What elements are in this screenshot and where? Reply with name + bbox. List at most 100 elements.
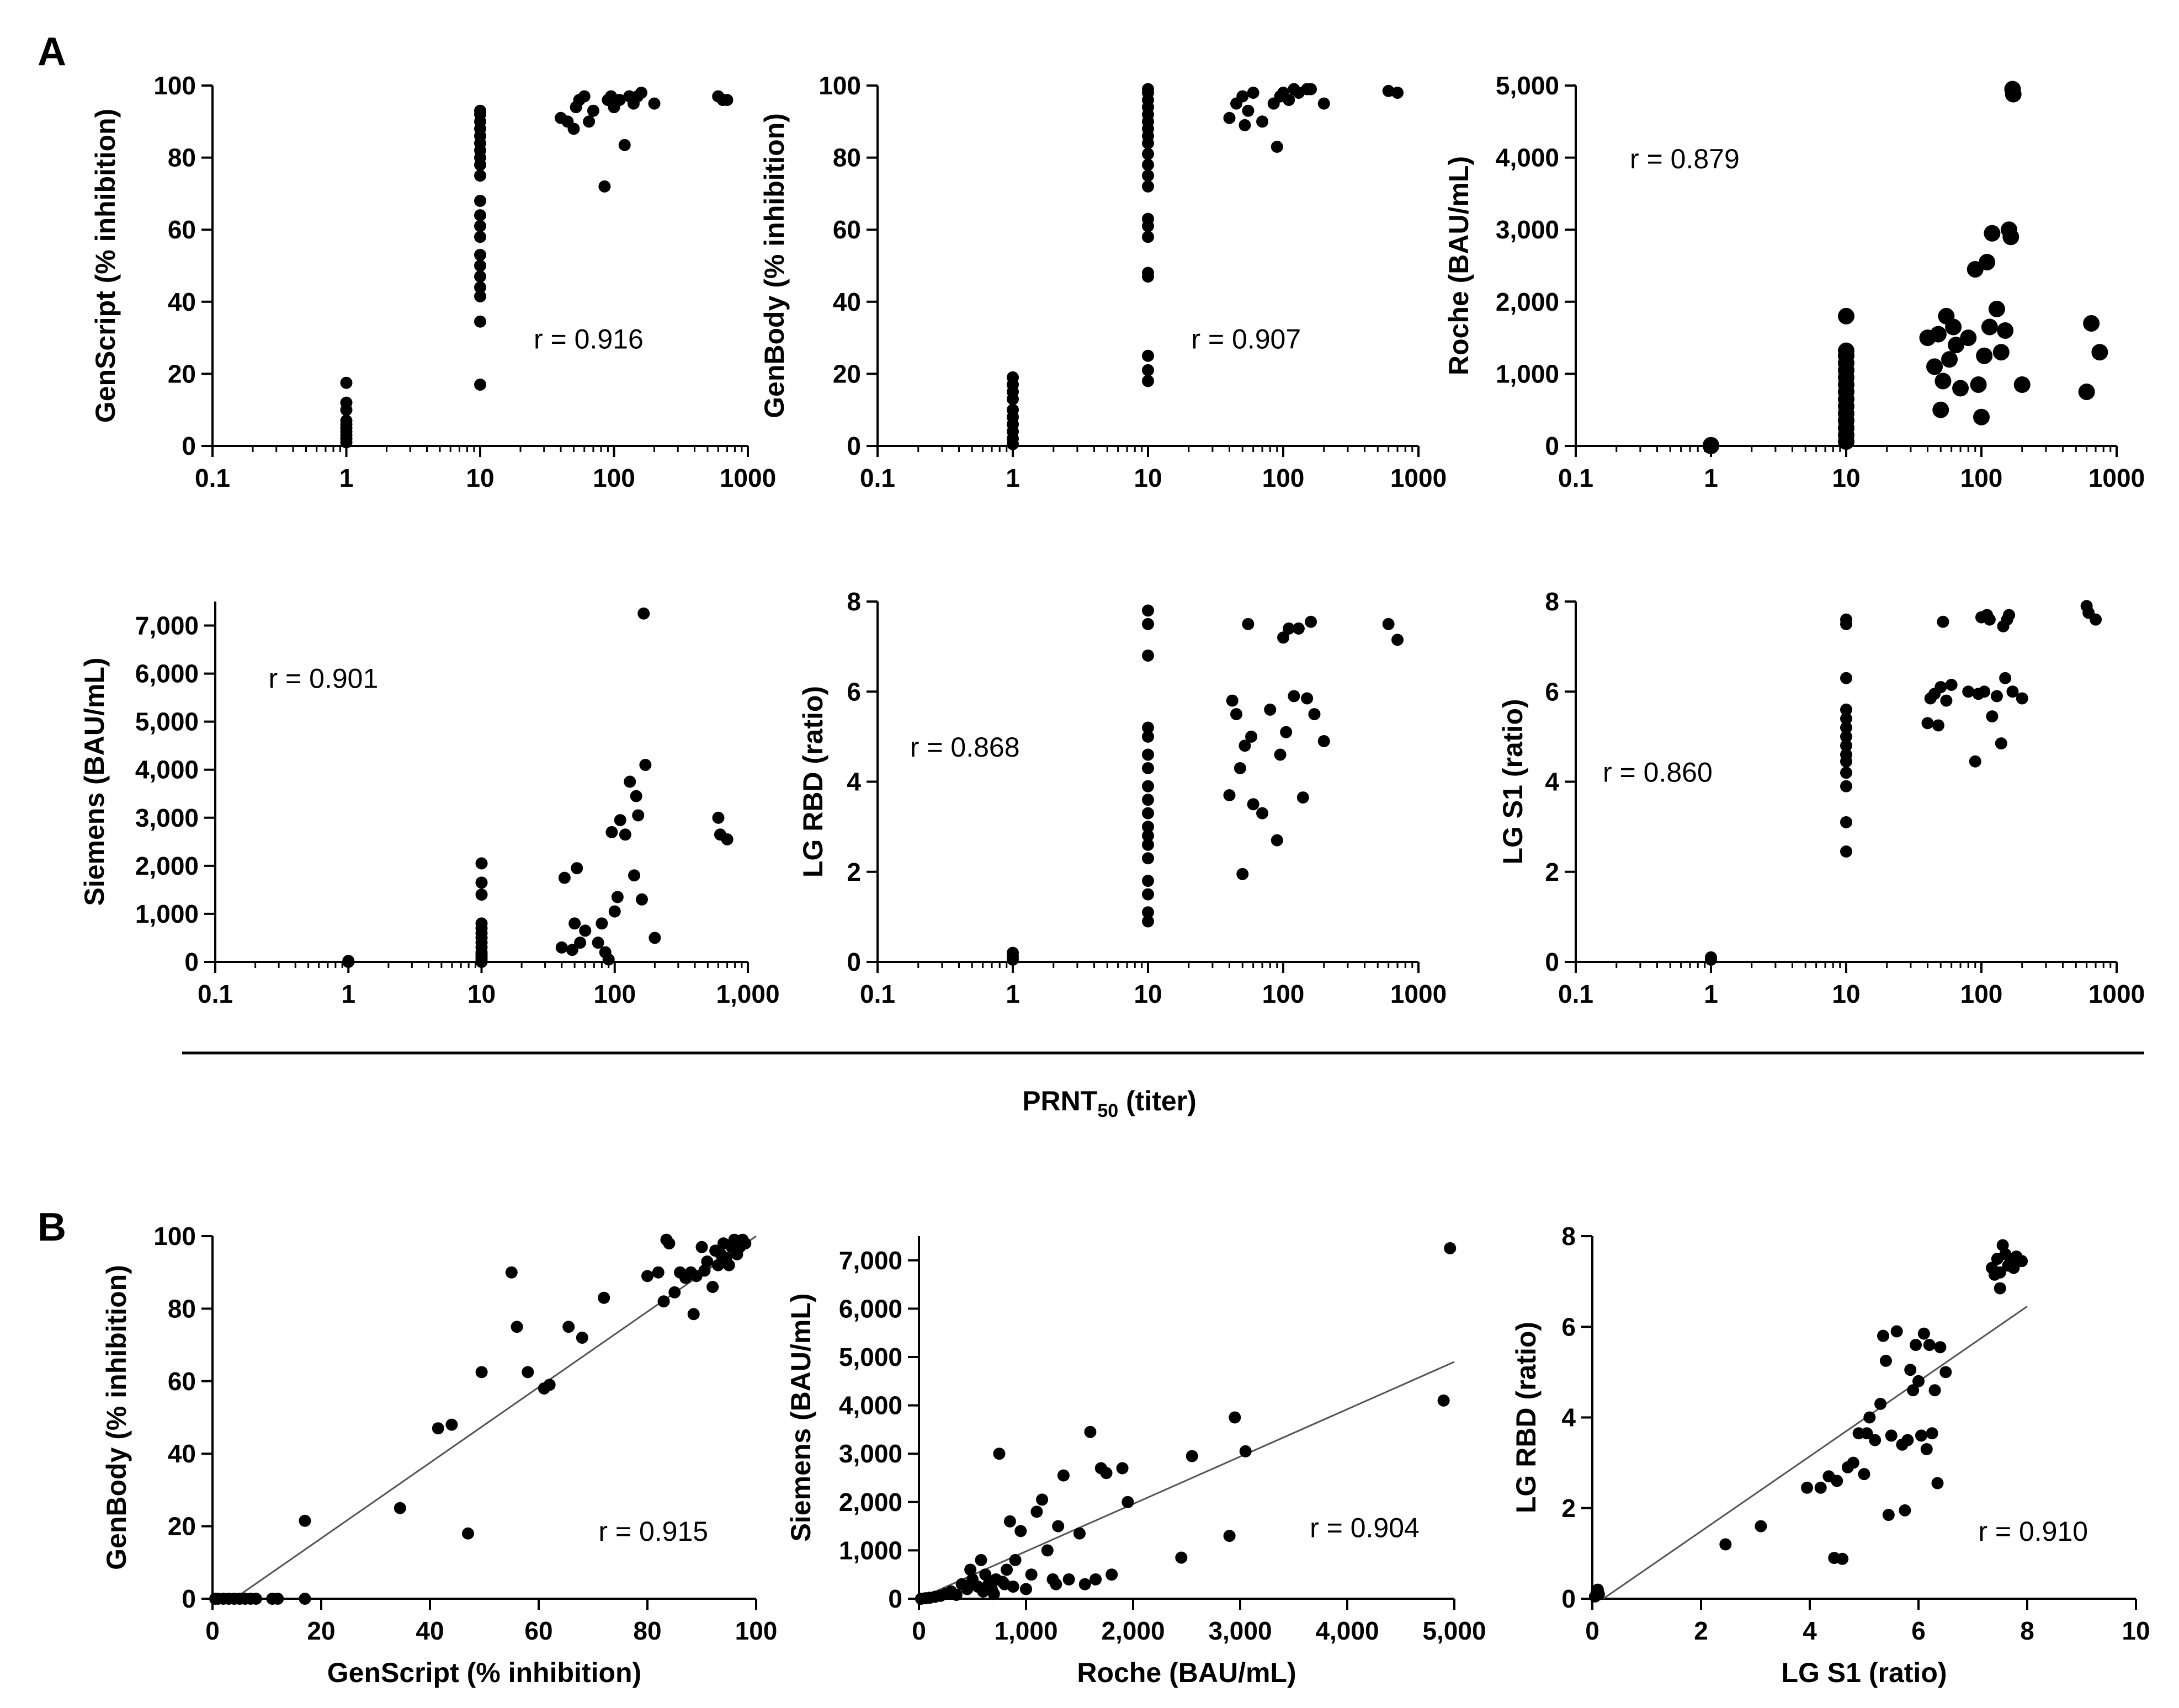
b1-data-point (394, 1502, 406, 1514)
a2-data-point (1317, 97, 1330, 110)
a5-data-point (1274, 748, 1287, 761)
a6-y-tick-label: 4 (1545, 768, 1559, 796)
b2-data-point (1106, 1568, 1118, 1581)
a5-data-point (1391, 634, 1404, 646)
b1-data-point (701, 1255, 714, 1268)
a3-x-tick-label: 1000 (2088, 464, 2145, 492)
a5-data-point (1277, 631, 1289, 644)
b1-data-point (652, 1266, 665, 1279)
a1-data-point (340, 396, 353, 409)
a3-data-point (1948, 337, 1965, 354)
a2-correlation-label: r = 0.907 (1191, 324, 1301, 355)
a5-data-point (1142, 829, 1154, 842)
b2-x-tick-label: 2,000 (1101, 1616, 1165, 1645)
a4-data-point (639, 759, 652, 771)
b2-y-tick-label: 3,000 (839, 1439, 902, 1468)
chart-a-lg-s1-vs-prnt: 0.1 1 10 100 1000 0 2 4 6 8 LG S1 (ratio) r = 0.860 (1497, 587, 2145, 1008)
a2-data-point (1007, 403, 1019, 416)
a3-y-tick-label: 2,000 (1496, 288, 1559, 316)
b3-y-tick-label: 2 (1561, 1494, 1576, 1523)
a3-data-point (1960, 329, 1977, 347)
b2-x-axis-title: Roche (BAU/mL) (1077, 1657, 1296, 1688)
a2-y-tick-label: 80 (833, 143, 861, 172)
a6-x-tick-label: 0.1 (1558, 980, 1593, 1008)
a2-x-tick-label: 1 (1006, 464, 1020, 492)
a6-data-point (1840, 672, 1852, 684)
b2-data-point (1036, 1493, 1049, 1506)
b3-regression-line (1602, 1306, 2028, 1600)
b2-data-point (1007, 1581, 1019, 1593)
a6-data-point (1962, 685, 1975, 698)
a6-data-point (2016, 692, 2028, 705)
b3-data-point (1858, 1468, 1870, 1481)
b2-x-tick-label: 3,000 (1208, 1616, 1272, 1645)
b3-data-point (1907, 1384, 1920, 1397)
b1-data-point (712, 1259, 725, 1271)
b3-x-tick-label: 4 (1803, 1616, 1817, 1645)
a1-data-point (474, 270, 486, 283)
a3-y-tick-label: 3,000 (1496, 215, 1559, 244)
b2-regression-line (918, 1361, 1455, 1600)
b3-x-tick-label: 0 (1585, 1616, 1599, 1645)
a3-x-tick-label: 10 (1832, 464, 1860, 492)
b2-y-tick-label: 0 (888, 1584, 902, 1613)
a6-data-point (1840, 739, 1852, 752)
a2-data-point (1142, 169, 1154, 182)
a3-data-point (1988, 300, 2005, 317)
a3-data-point (2013, 376, 2031, 393)
a3-data-point (1976, 347, 1993, 364)
a1-data-point (474, 315, 486, 328)
a3-data-point (1941, 351, 1958, 368)
a4-data-point (475, 857, 488, 870)
b3-data-point (1879, 1354, 1892, 1367)
a5-data-point (1234, 762, 1246, 775)
a1-data-point (567, 123, 580, 135)
a6-correlation-label: r = 0.860 (1603, 757, 1713, 788)
a1-y-tick-label: 100 (153, 71, 196, 100)
a4-data-point (630, 790, 642, 802)
a1-x-tick-label: 1000 (720, 464, 776, 492)
b1-data-point (641, 1270, 653, 1283)
b3-x-tick-label: 8 (2020, 1616, 2034, 1645)
a4-data-point (475, 888, 488, 901)
a4-y-tick-label: 1,000 (135, 900, 199, 928)
a5-y-tick-label: 8 (847, 587, 861, 616)
b2-data-point (1078, 1578, 1091, 1590)
a6-data-point (1932, 719, 1944, 732)
b3-data-point (1869, 1434, 1882, 1446)
chart-b-lg-rbd-vs-lg-s1: 0 2 4 6 8 10 0 2 4 6 8 LG RBD (ratio) LG S1 (ratio) r… (1511, 1222, 2150, 1688)
b3-data-point (1814, 1481, 1827, 1494)
chart-a-siemens-vs-prnt: 0.1 1 10 100 1,000 0 1,000 2,000 3,000 4,000 5,000… (79, 602, 780, 1008)
a5-data-point (1142, 730, 1154, 743)
b1-correlation-label: r = 0.915 (598, 1516, 708, 1547)
a3-data-point (1838, 307, 1854, 324)
a2-data-point (1142, 364, 1154, 376)
a4-x-tick-label: 10 (467, 980, 496, 1008)
a6-data-point (1940, 694, 1953, 707)
a2-y-tick-label: 100 (819, 71, 861, 100)
a1-data-point (474, 194, 486, 207)
b2-data-point (979, 1568, 992, 1581)
b3-data-point (1801, 1481, 1814, 1494)
b1-data-point (695, 1241, 708, 1253)
a3-correlation-label: r = 0.879 (1630, 143, 1740, 174)
a4-y-tick-label: 5,000 (135, 707, 199, 736)
a6-data-point (1840, 748, 1852, 761)
a5-data-point (1296, 791, 1309, 804)
a5-y-tick-label: 2 (847, 858, 861, 886)
a6-y-tick-label: 6 (1545, 677, 1559, 706)
b2-data-point (1090, 1573, 1102, 1585)
b1-data-point (657, 1295, 670, 1308)
b3-data-point (1926, 1427, 1938, 1440)
a2-data-point (1142, 231, 1154, 243)
a3-data-point (1970, 376, 1987, 393)
a3-data-point (1945, 318, 1962, 336)
a4-x-tick-label: 1 (341, 980, 355, 1008)
b1-x-tick-label: 60 (524, 1616, 552, 1645)
b2-data-point (1444, 1242, 1457, 1254)
a4-data-point (602, 953, 615, 966)
a5-data-point (1142, 721, 1154, 734)
a3-y-tick-label: 4,000 (1496, 143, 1559, 172)
a5-data-point (1308, 708, 1321, 721)
a3-x-tick-label: 0.1 (1558, 464, 1593, 492)
